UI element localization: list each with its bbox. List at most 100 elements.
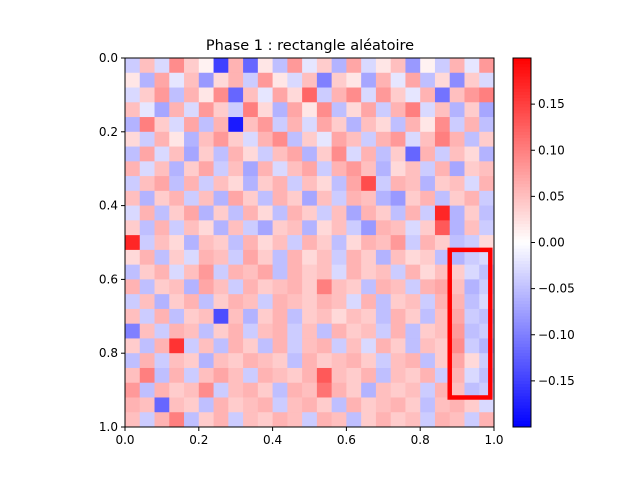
heatmap-cell [243, 72, 259, 88]
heatmap-cell [375, 235, 392, 251]
heatmap-cell [375, 190, 392, 206]
heatmap-cell [125, 235, 141, 251]
heatmap-cell [125, 412, 141, 428]
heatmap-cell [361, 235, 377, 251]
colorbar-segment [513, 380, 531, 385]
heatmap-cell [243, 146, 259, 162]
heatmap-cell [316, 161, 333, 177]
heatmap-cell [420, 205, 436, 221]
heatmap-cell [449, 382, 465, 398]
heatmap-cell [198, 87, 214, 103]
heatmap-cell [302, 205, 318, 221]
heatmap-cell [198, 264, 214, 280]
heatmap-cell [228, 367, 244, 384]
heatmap-cell [390, 87, 406, 103]
colorbar-segment [513, 153, 531, 157]
heatmap-cell [154, 323, 170, 339]
heatmap-cell [184, 72, 200, 88]
colorbar-segment [513, 365, 531, 370]
heatmap-cell [257, 397, 273, 413]
heatmap-cell [434, 323, 451, 339]
heatmap-cell [272, 353, 288, 369]
colorbar-segment [513, 319, 531, 323]
heatmap-cell [331, 176, 347, 192]
heatmap-cell [169, 338, 185, 354]
heatmap-cell [420, 102, 436, 118]
colorbar-segment [513, 76, 531, 81]
colorbar-segment [513, 377, 531, 382]
heatmap-cell [375, 176, 392, 192]
heatmap-cell [125, 264, 141, 280]
heatmap-cell [198, 205, 214, 221]
colorbar-tick-label: 0.10 [538, 143, 565, 157]
heatmap-cell [213, 58, 229, 74]
colorbar-segment [513, 165, 531, 170]
heatmap-cell [302, 235, 318, 251]
heatmap-cell [228, 205, 244, 221]
heatmap-cell [125, 323, 141, 339]
heatmap-cell [302, 367, 318, 384]
heatmap-cell [154, 235, 170, 251]
heatmap-cell [346, 220, 362, 236]
heatmap-cell [390, 308, 406, 325]
colorbar-tick-label: 0.00 [538, 236, 565, 250]
heatmap-cell [139, 294, 155, 310]
heatmap-cell [228, 397, 244, 413]
heatmap-cell [272, 102, 288, 118]
colorbar-segment [513, 177, 531, 182]
colorbar-segment [513, 399, 531, 403]
heatmap-cell [420, 249, 436, 266]
heatmap-cell [449, 338, 465, 354]
heatmap-cell [346, 146, 362, 162]
heatmap-cell [243, 58, 259, 74]
heatmap-cell [479, 102, 495, 118]
heatmap-cell [449, 412, 465, 428]
heatmap-cell [331, 72, 347, 88]
heatmap-cell [434, 249, 451, 266]
heatmap-cell [449, 117, 465, 133]
heatmap-cell [361, 117, 377, 133]
heatmap-cell [125, 338, 141, 354]
heatmap-cell [316, 190, 333, 206]
colorbar-segment [513, 273, 531, 277]
heatmap-cell [479, 161, 495, 177]
heatmap-cell [316, 294, 333, 310]
colorbar-segment [513, 196, 531, 200]
heatmap-cell [316, 131, 333, 147]
heatmap-cell [479, 235, 495, 251]
heatmap-cell [449, 58, 465, 74]
heatmap-cell [405, 235, 421, 251]
heatmap-cell [213, 279, 229, 295]
heatmap-cell [405, 279, 421, 295]
colorbar-tick-label: 0.05 [538, 189, 565, 203]
heatmap-cell [198, 72, 214, 88]
colorbar-segment [513, 137, 531, 142]
heatmap-cell [257, 131, 273, 147]
heatmap-cell [125, 161, 141, 177]
colorbar-segment [513, 181, 531, 185]
colorbar-segment [513, 184, 531, 188]
heatmap-cell [184, 279, 200, 295]
heatmap-cell [154, 220, 170, 236]
heatmap-cell [287, 176, 303, 192]
heatmap-cell [434, 308, 451, 325]
heatmap-cell [434, 412, 451, 428]
heatmap-cell [405, 264, 421, 280]
heatmap-cell [125, 117, 141, 133]
heatmap-cell [243, 117, 259, 133]
heatmap-cell [434, 190, 451, 206]
heatmap-cell [169, 235, 185, 251]
heatmap-cell [361, 72, 377, 88]
heatmap-cell [331, 412, 347, 428]
heatmap-cell [302, 87, 318, 103]
colorbar-segment [513, 331, 531, 336]
colorbar-segment [513, 310, 531, 314]
heatmap-cell [139, 220, 155, 236]
colorbar-segment [513, 325, 531, 330]
heatmap-cell [331, 323, 347, 339]
heatmap-cell [287, 205, 303, 221]
heatmap-cell [272, 117, 288, 133]
colorbar-segment [513, 202, 531, 207]
heatmap-cell [302, 146, 318, 162]
heatmap-cell [361, 382, 377, 398]
